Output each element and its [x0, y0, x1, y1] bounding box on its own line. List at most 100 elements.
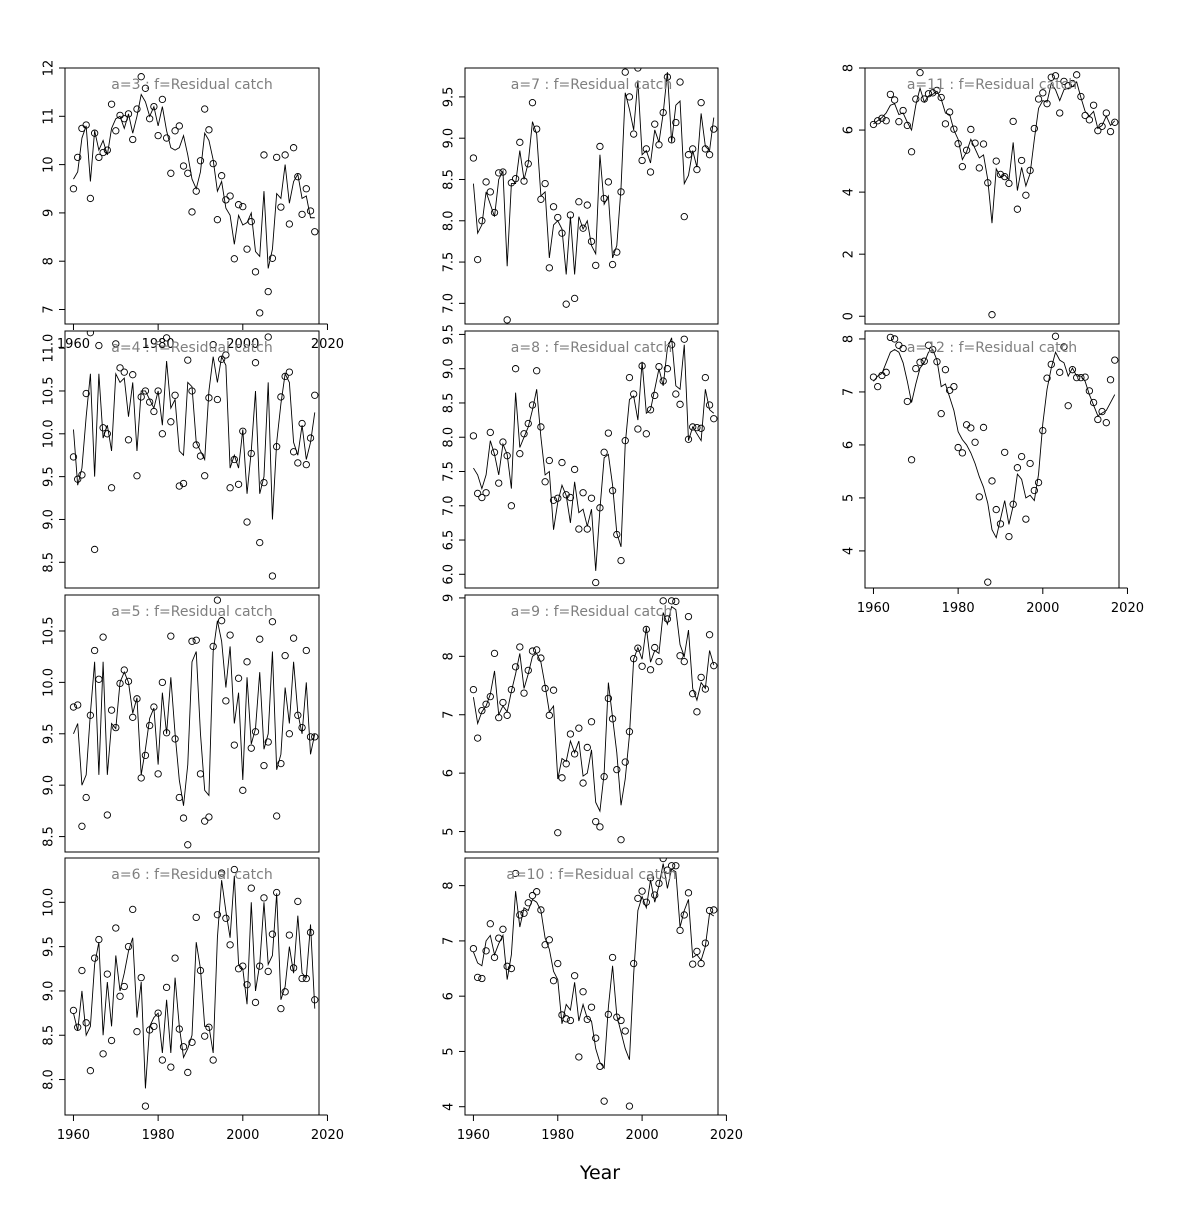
panel-a4: 8.5 9.0 9.5 10.0 10.5 11.0 a=4 : f=Residual ca… [42, 330, 320, 589]
observed-point [667, 136, 676, 144]
observed-point [689, 423, 697, 431]
observed-point [642, 430, 650, 438]
y-tick-label: 9.5 [442, 324, 457, 345]
y-tick-label: 9.0 [42, 981, 57, 1002]
observed-point [226, 484, 234, 492]
observed-point [1085, 387, 1094, 395]
observed-point [979, 423, 988, 432]
observed-point [103, 811, 111, 819]
observed-point [575, 724, 583, 732]
observed-point [116, 364, 124, 372]
observed-point [256, 538, 264, 547]
observed-point [592, 817, 600, 826]
observed-point [600, 773, 608, 781]
observed-point [554, 829, 562, 837]
observed-point [667, 341, 676, 349]
observed-point [975, 493, 983, 501]
observed-point [213, 596, 222, 604]
observed-point [1060, 343, 1068, 351]
observed-point [537, 195, 545, 203]
panel-frame [64, 857, 320, 1116]
observed-point [558, 229, 566, 237]
observed-point [230, 255, 238, 263]
observed-point [924, 90, 933, 98]
observed-point [676, 652, 684, 660]
observed-point [107, 1036, 116, 1045]
observed-point [541, 179, 549, 188]
observed-point [167, 169, 175, 177]
panel-a12: 4 5 6 7 8 1960 1980 2000 2020 a=12 : f=Residual c… [842, 330, 1144, 616]
observed-point [184, 169, 192, 177]
observed-point [192, 187, 200, 195]
observed-point [587, 494, 596, 502]
observed-point [285, 220, 294, 228]
observed-point [1111, 356, 1119, 364]
observed-point [1051, 332, 1060, 340]
observed-point [222, 914, 230, 922]
observed-point [302, 646, 310, 655]
observed-point [587, 237, 596, 246]
observed-point [124, 677, 133, 685]
observed-point [528, 401, 537, 409]
panel-title: a=9 : f=Residual catch [511, 604, 672, 620]
observed-point [239, 786, 247, 794]
observed-point [298, 210, 306, 219]
observed-point [1077, 373, 1085, 382]
observed-point [234, 201, 243, 209]
observed-point [277, 203, 285, 211]
observed-point [1064, 402, 1072, 410]
observed-point [213, 395, 222, 404]
observed-point [1068, 79, 1077, 88]
observed-point [179, 479, 188, 488]
observed-point [285, 730, 294, 738]
observed-point [958, 163, 967, 171]
x-tick-label: 1980 [142, 1128, 175, 1143]
observed-point [507, 685, 516, 694]
observed-point [129, 713, 137, 721]
observed-point [575, 1053, 583, 1061]
observed-point [167, 632, 175, 640]
observed-point [306, 434, 315, 442]
observed-point [247, 884, 255, 892]
observed-point [587, 718, 596, 726]
observed-point [697, 959, 705, 968]
observed-point [1056, 109, 1064, 117]
observed-point [646, 406, 655, 414]
observed-point [634, 425, 642, 433]
observed-point [659, 377, 667, 385]
y-tick-label: 7.5 [442, 461, 457, 482]
observed-point [503, 711, 511, 719]
observed-point [469, 432, 478, 440]
observed-point [495, 169, 503, 177]
observed-point [226, 941, 234, 949]
observed-point [302, 185, 310, 193]
observed-point [222, 351, 230, 359]
y-tick-label: 2 [842, 250, 857, 258]
observed-point [642, 145, 650, 153]
observed-point [549, 686, 558, 694]
observed-point [311, 733, 319, 741]
observed-point [230, 865, 238, 874]
observed-point [583, 1015, 591, 1024]
observed-point [120, 666, 128, 674]
observed-point [625, 728, 634, 736]
observed-point [107, 706, 116, 714]
observed-point [289, 448, 298, 456]
observed-points [869, 332, 1119, 586]
observed-point [705, 401, 714, 409]
observed-point [99, 424, 107, 432]
observed-point [617, 188, 625, 196]
fitted-line [472, 72, 715, 275]
observed-point [533, 367, 541, 375]
observed-point [167, 418, 175, 426]
observed-point [975, 164, 983, 172]
y-tick-label: 11.0 [42, 334, 57, 363]
observed-point [617, 556, 625, 565]
observed-point [988, 477, 996, 485]
observed-point [129, 905, 137, 914]
observed-point [903, 121, 911, 130]
observed-point [886, 90, 895, 99]
observed-point [124, 942, 133, 951]
observed-point [992, 505, 1000, 514]
observed-point [1064, 82, 1072, 90]
